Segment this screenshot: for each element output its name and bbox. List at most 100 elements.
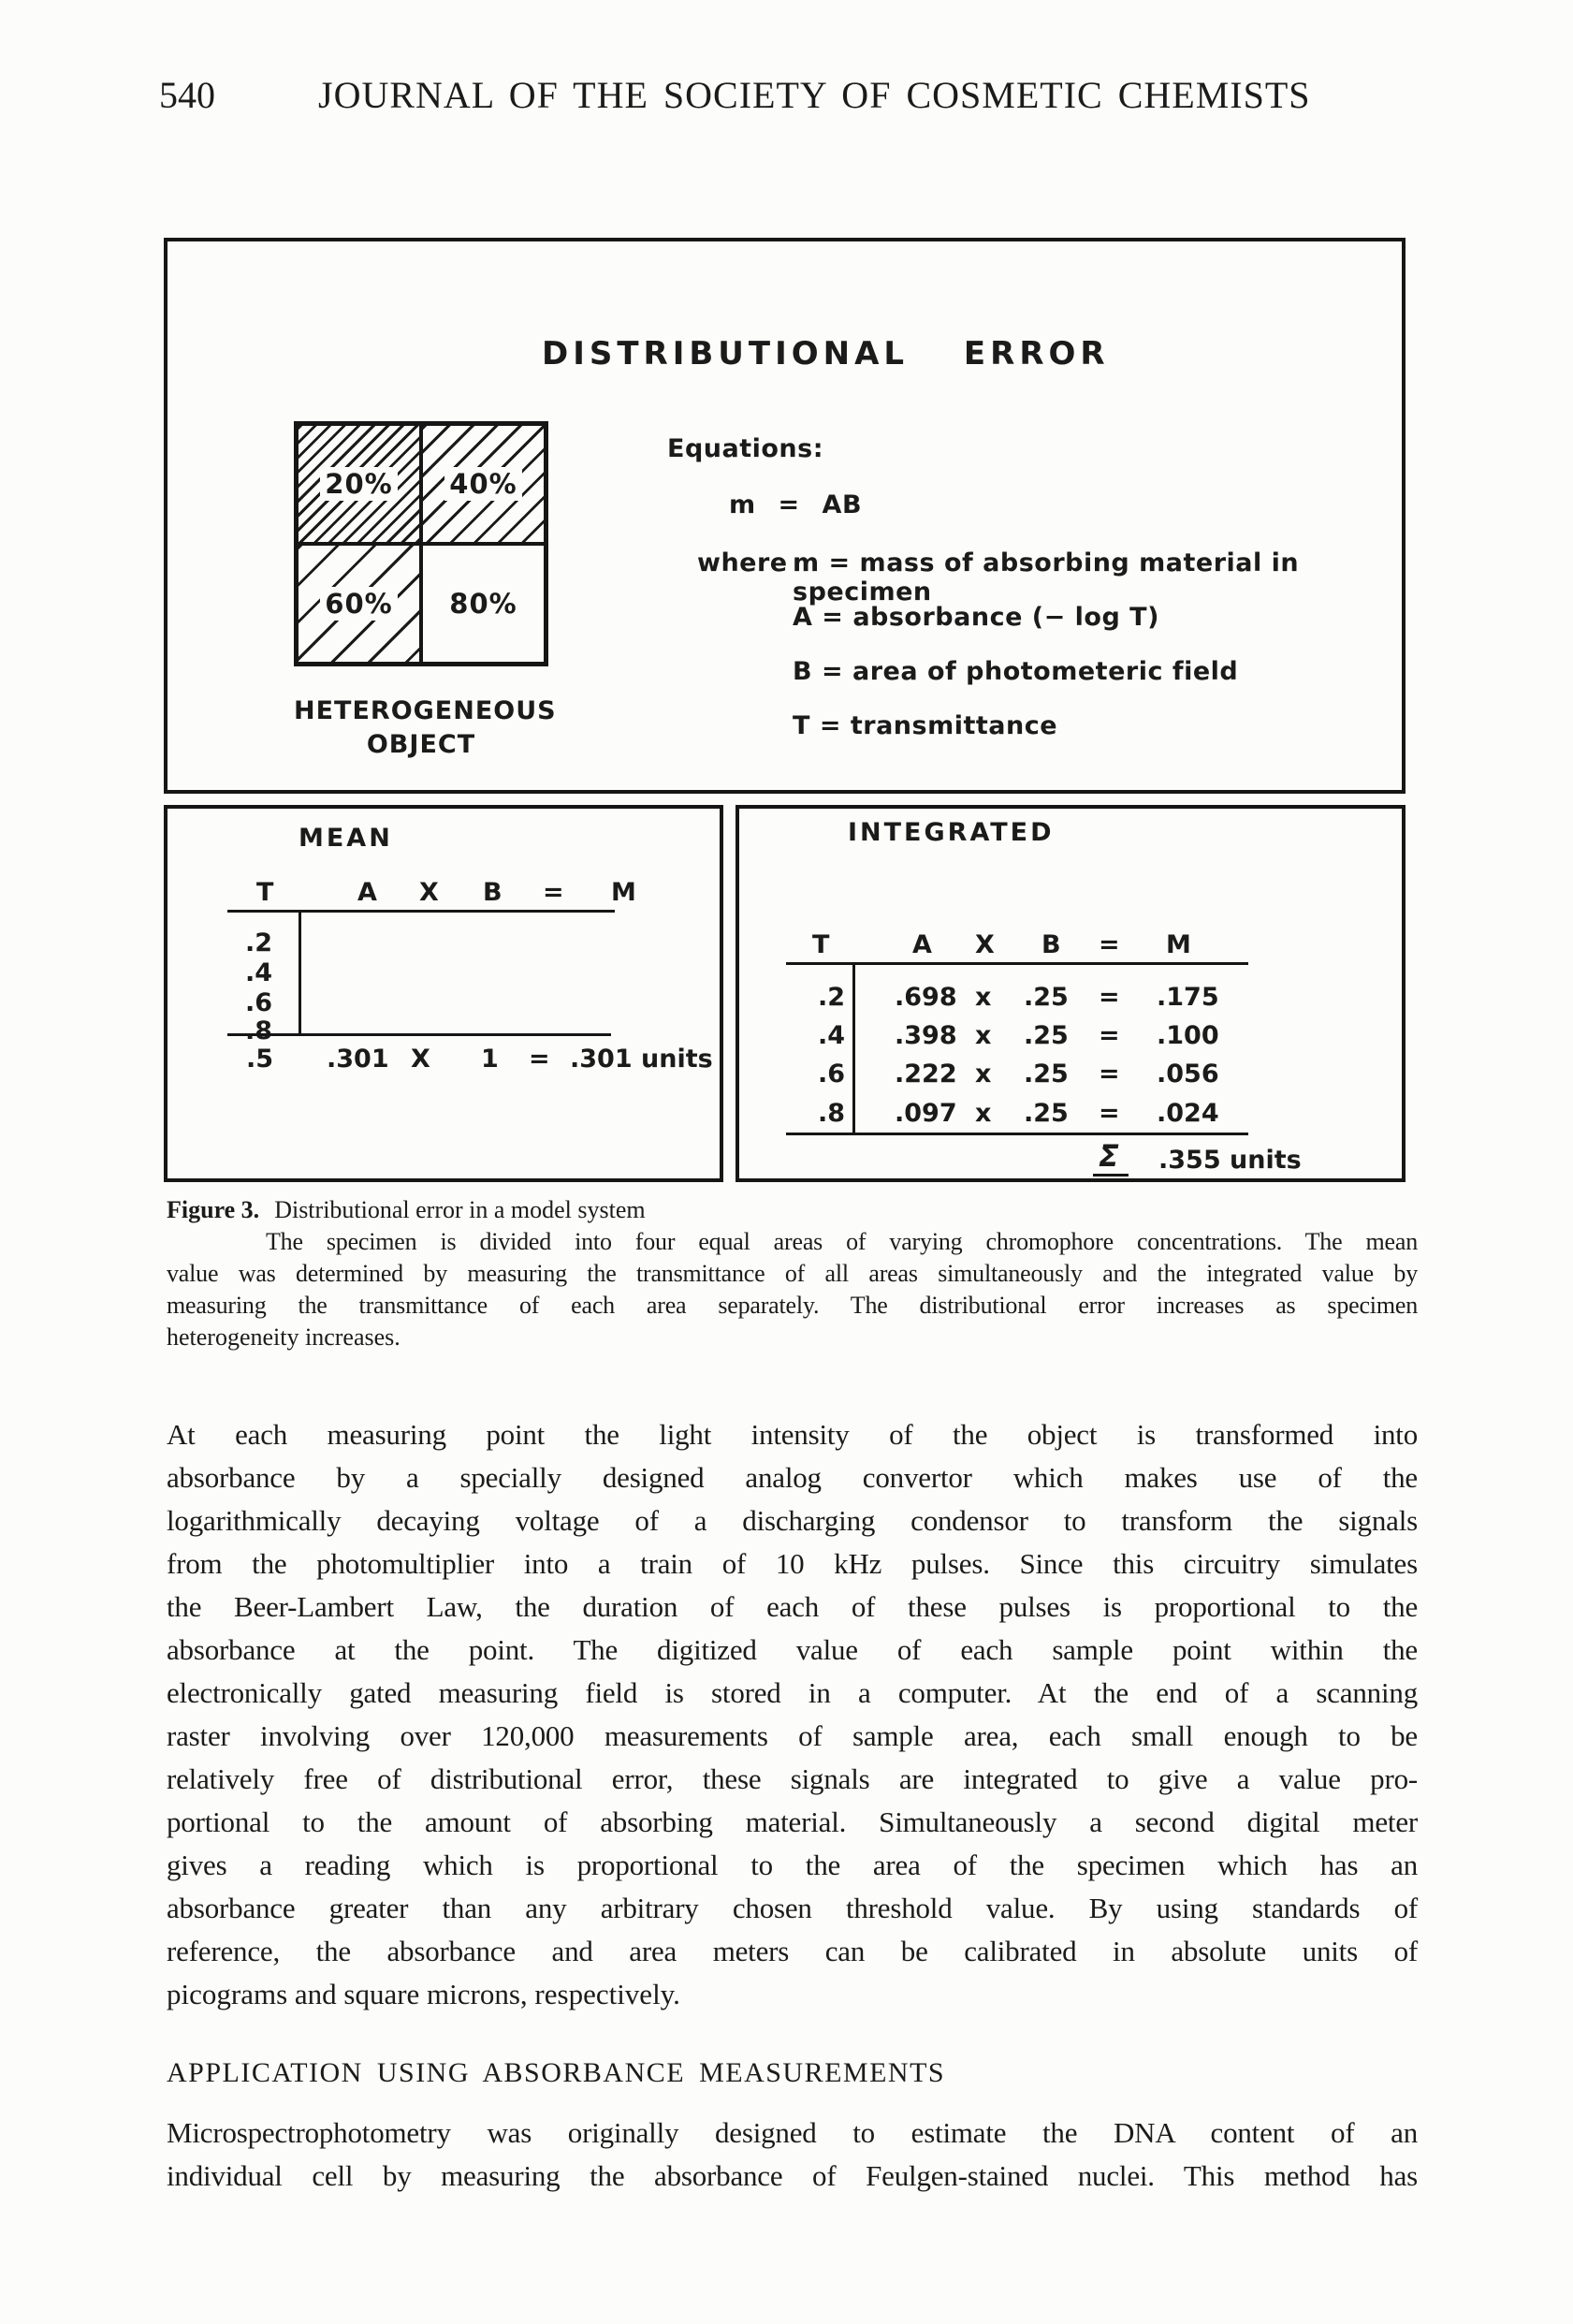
- mean-col-m: M: [611, 878, 636, 907]
- equation-def-t: T = transmittance: [793, 711, 1058, 740]
- quadrant-80-label: 80%: [444, 587, 522, 621]
- body-line: Microspectrophotometry was originally de…: [167, 2116, 1418, 2149]
- cell-t: .6: [818, 1060, 846, 1089]
- cell-a: .698: [895, 983, 957, 1012]
- mean-bottom-rule: [227, 1033, 611, 1036]
- mean-t-value: .2: [245, 928, 273, 957]
- page-header: 540 JOURNAL OF THE SOCIETY OF COSMETIC C…: [0, 73, 1573, 116]
- equation-where-word: where: [697, 548, 788, 577]
- integrated-column-rule: [852, 962, 855, 1133]
- integrated-col-m: M: [1166, 930, 1191, 959]
- mean-result-eq: =: [529, 1045, 550, 1074]
- body-line: logarithmically decaying voltage of a di…: [167, 1504, 1418, 1537]
- cell-x: x: [975, 983, 992, 1012]
- mean-panel: MEAN T A X B = M .2 .4 .6 .8 .5 .301 X 1…: [164, 805, 723, 1182]
- mean-result-b: 1: [481, 1045, 499, 1074]
- figure-caption-title: Distributional error in a model system: [274, 1196, 646, 1223]
- object-label-line2: OBJECT: [366, 730, 476, 759]
- integrated-col-a: A: [912, 930, 932, 959]
- mean-header-rule: [227, 910, 615, 913]
- cell-x: x: [975, 1099, 992, 1128]
- quadrant-40-label: 40%: [444, 467, 522, 501]
- quadrant-60-label: 60%: [320, 587, 398, 621]
- caption-line: The specimen is divided into four equal …: [266, 1228, 1418, 1255]
- equation-main: m = AB: [729, 490, 863, 519]
- body-line: absorbance by a specially designed analo…: [167, 1461, 1418, 1494]
- mean-col-t: T: [256, 878, 274, 907]
- quadrant-20: 20%: [299, 426, 419, 542]
- quadrant-40: 40%: [423, 426, 544, 542]
- caption-line: heterogeneity increases.: [167, 1323, 401, 1351]
- equation-def-b: B = area of photometeric field: [793, 657, 1239, 686]
- caption-line: measuring the transmittance of each area…: [167, 1292, 1418, 1319]
- cell-a: .398: [895, 1021, 957, 1050]
- mean-t-value: .6: [245, 988, 273, 1017]
- cell-a: .222: [895, 1060, 957, 1089]
- cell-m: .175: [1157, 983, 1219, 1012]
- figure-caption: Figure 3. Distributional error in a model…: [167, 1194, 1418, 1353]
- quadrant-80: 80%: [423, 546, 544, 662]
- integrated-row: .4 .398 x .25 = .100: [739, 1021, 1402, 1059]
- object-label-line1: HETEROGENEOUS: [294, 696, 557, 725]
- journal-title: JOURNAL OF THE SOCIETY OF COSMETIC CHEMI…: [318, 74, 1311, 116]
- body-line: the Beer-Lambert Law, the duration of ea…: [167, 1590, 1418, 1623]
- page-number: 540: [159, 74, 215, 116]
- body-line: individual cell by measuring the absorba…: [167, 2159, 1418, 2192]
- body-line: raster involving over 120,000 measuremen…: [167, 1719, 1418, 1752]
- integrated-row: .8 .097 x .25 = .024: [739, 1099, 1402, 1136]
- cell-m: .024: [1157, 1099, 1219, 1128]
- cell-x: x: [975, 1021, 992, 1050]
- section-heading: APPLICATION USING ABSORBANCE MEASUREMENT…: [167, 2057, 946, 2088]
- mean-col-b: B: [483, 878, 502, 907]
- cell-t: .2: [818, 983, 846, 1012]
- cell-eq: =: [1099, 1060, 1120, 1089]
- equation-def-m: m = mass of absorbing material in specim…: [793, 548, 1300, 607]
- cell-b: .25: [1024, 983, 1069, 1012]
- body-line: absorbance greater than any arbitrary ch…: [167, 1892, 1418, 1924]
- mean-result-a: .301: [327, 1045, 389, 1074]
- integrated-col-x: X: [975, 930, 995, 959]
- cell-eq: =: [1099, 983, 1120, 1012]
- integrated-col-t: T: [812, 930, 830, 959]
- body-paragraph: At each measuring point the light intens…: [167, 1413, 1418, 2016]
- cell-b: .25: [1024, 1060, 1069, 1089]
- mean-t-value: .8: [245, 1016, 273, 1045]
- integrated-row: .2 .698 x .25 = .175: [739, 983, 1402, 1020]
- cell-b: .25: [1024, 1021, 1069, 1050]
- section-paragraph: Microspectrophotometry was originally de…: [167, 2112, 1418, 2198]
- cell-eq: =: [1099, 1099, 1120, 1128]
- caption-line: value was determined by measuring the tr…: [167, 1260, 1418, 1287]
- mean-col-eq: =: [543, 878, 564, 907]
- body-line: absorbance at the point. The digitized v…: [167, 1633, 1418, 1666]
- integrated-sum-value: .355 units: [1158, 1146, 1302, 1175]
- body-line: gives a reading which is proportional to…: [167, 1849, 1418, 1881]
- body-line: portional to the amount of absorbing mat…: [167, 1805, 1418, 1838]
- mean-t-value: .4: [245, 958, 273, 987]
- figure-number-label: Figure 3.: [167, 1196, 260, 1223]
- integrated-bottom-rule: [786, 1133, 1248, 1135]
- mean-col-x: X: [419, 878, 439, 907]
- quadrant-60: 60%: [299, 546, 419, 662]
- cell-a: .097: [895, 1099, 957, 1128]
- cell-eq: =: [1099, 1021, 1120, 1050]
- body-line: from the photomultiplier into a train of…: [167, 1547, 1418, 1580]
- mean-col-a: A: [357, 878, 377, 907]
- integrated-header-rule: [786, 962, 1248, 965]
- mean-result-m: .301 units: [570, 1045, 713, 1074]
- cell-t: .8: [818, 1099, 846, 1128]
- cell-m: .100: [1157, 1021, 1219, 1050]
- body-line: picograms and square microns, respective…: [167, 1978, 680, 2010]
- quadrant-20-label: 20%: [320, 467, 398, 501]
- figure-top-panel: DISTRIBUTIONAL ERROR 20% 40% 60% 80% HET…: [164, 238, 1406, 794]
- cell-b: .25: [1024, 1099, 1069, 1128]
- integrated-panel: INTEGRATED T A X B = M .2 .698 x .25 = .…: [736, 805, 1406, 1182]
- sigma-symbol: Σ: [1093, 1138, 1129, 1177]
- body-line: At each measuring point the light intens…: [167, 1418, 1418, 1451]
- body-line: reference, the absorbance and area meter…: [167, 1935, 1418, 1967]
- mean-heading: MEAN: [299, 824, 393, 853]
- heterogeneous-object-diagram: 20% 40% 60% 80%: [294, 421, 548, 666]
- cell-m: .056: [1157, 1060, 1219, 1089]
- caption-line: Figure 3. Distributional error in a model…: [167, 1194, 1418, 1226]
- integrated-col-eq: =: [1099, 930, 1120, 959]
